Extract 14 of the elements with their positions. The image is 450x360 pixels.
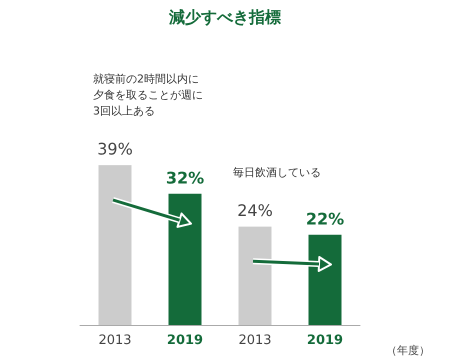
x-axis-title: （年度）: [386, 344, 430, 357]
text: 就寝前の2時間以内に夕食を取ることが週に3回以上ある: [93, 72, 203, 118]
x-tick-label: 2013: [98, 333, 132, 348]
data-label: 22%: [306, 209, 344, 228]
chart-title: 減少すべき指標: [168, 8, 281, 26]
data-label: 32%: [166, 168, 204, 188]
x-tick-label: 2019: [166, 333, 204, 348]
bar: [168, 194, 202, 325]
x-tick-label: 2013: [238, 333, 272, 348]
data-label: 39%: [97, 140, 133, 159]
annotation: 毎日飲酒している: [233, 166, 321, 180]
data-label: 24%: [237, 201, 273, 220]
bar: [308, 234, 342, 325]
x-tick-label: 2019: [306, 333, 344, 348]
